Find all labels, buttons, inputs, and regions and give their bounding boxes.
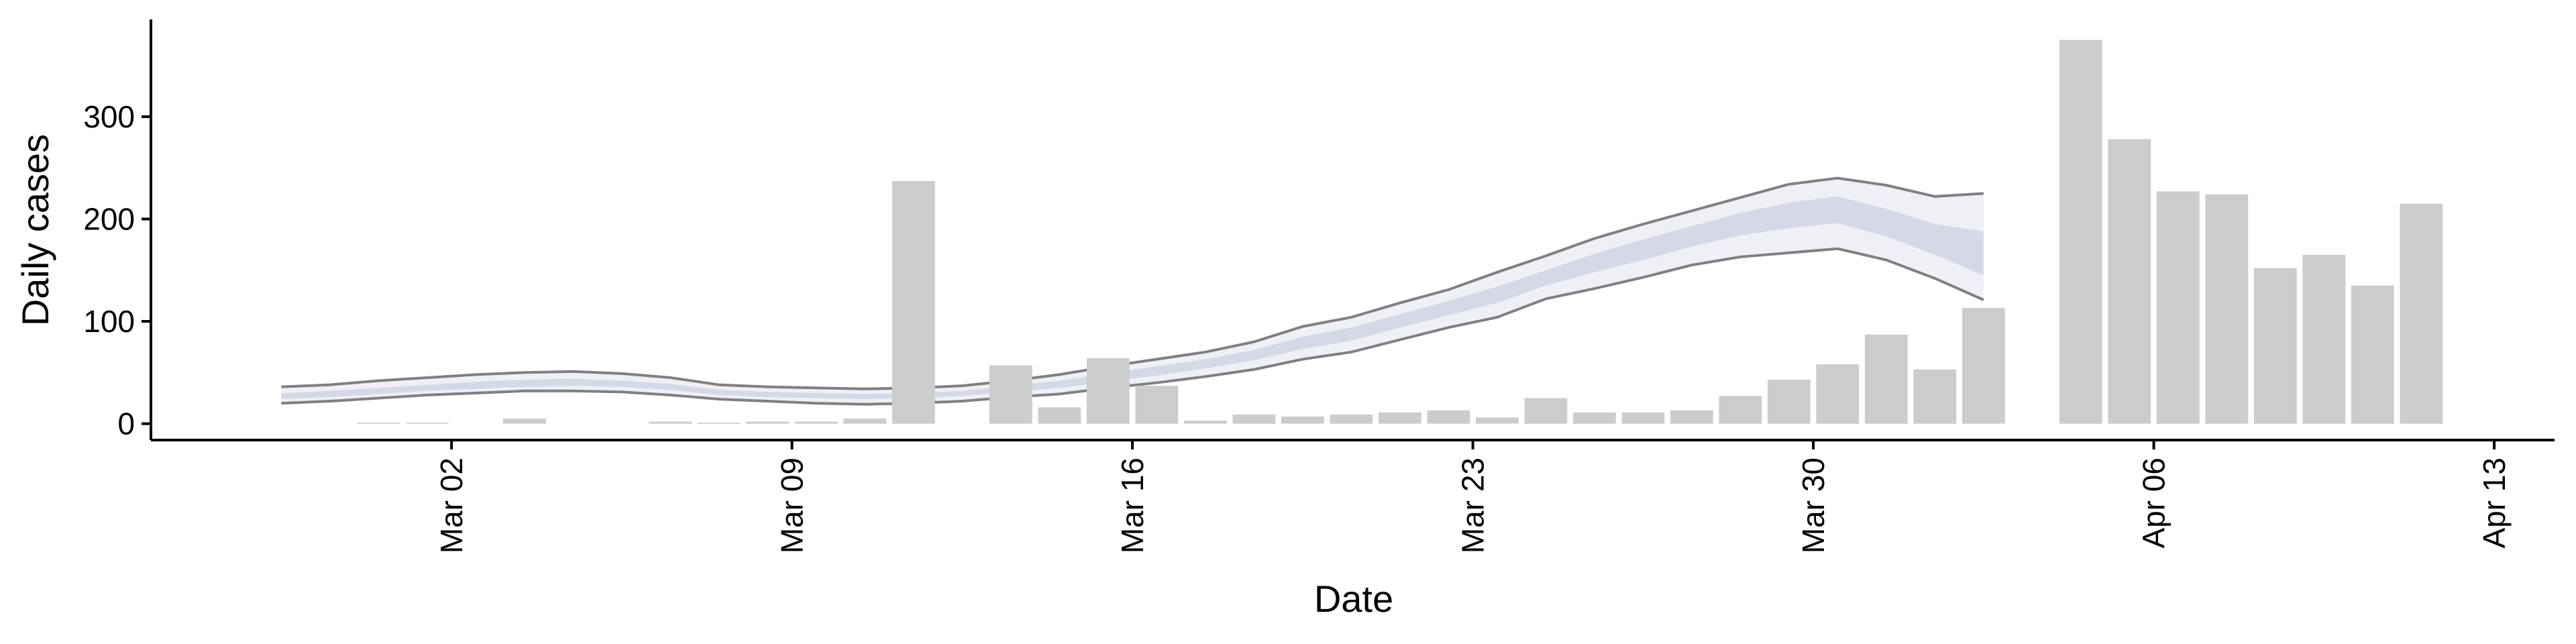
x-tick-label: Mar 23	[1456, 458, 1491, 553]
bar	[2059, 40, 2102, 424]
bar	[502, 418, 546, 424]
bar	[2205, 194, 2249, 424]
band-line	[281, 176, 1984, 390]
bar	[405, 423, 449, 424]
bar	[1330, 414, 1373, 424]
bar	[1621, 412, 1665, 424]
bar	[2400, 203, 2443, 424]
bar	[1232, 414, 1276, 424]
bar	[892, 181, 935, 424]
bar	[1670, 410, 1713, 424]
bar	[1281, 416, 1324, 424]
x-axis-title: Date	[1314, 578, 1393, 620]
bar	[1719, 396, 1762, 424]
bar	[357, 423, 400, 424]
bar	[843, 418, 887, 424]
bar	[2302, 254, 2346, 424]
bar	[1913, 369, 1957, 424]
x-tick-label: Mar 16	[1115, 458, 1150, 553]
x-tick-label: Mar 09	[775, 458, 810, 553]
x-tick-label: Mar 30	[1796, 458, 1831, 553]
bar	[697, 423, 741, 424]
x-tick-label: Mar 02	[434, 458, 469, 553]
band-line	[281, 247, 1984, 406]
y-axis-title: Daily cases	[14, 134, 56, 326]
bar	[989, 365, 1032, 424]
bar	[746, 421, 790, 424]
y-tick-label: 0	[117, 407, 135, 441]
bar	[1135, 386, 1179, 424]
band	[281, 196, 1984, 399]
y-tick-label: 200	[83, 201, 135, 236]
bar	[1962, 308, 2005, 424]
bar	[1427, 410, 1470, 424]
bar	[1524, 398, 1568, 424]
bar	[1086, 358, 1130, 424]
x-tick-label: Apr 06	[2137, 458, 2171, 549]
bar	[794, 421, 838, 424]
bar	[1767, 379, 1811, 424]
bar	[1038, 407, 1081, 424]
bar	[1475, 417, 1519, 424]
bar	[2108, 139, 2151, 424]
bar	[1864, 334, 1908, 424]
bar	[1572, 412, 1616, 424]
bar	[1816, 364, 1860, 424]
bar	[1378, 412, 1421, 424]
x-tick-label: Apr 13	[2477, 458, 2512, 549]
y-tick-label: 100	[83, 304, 135, 339]
bar	[2156, 191, 2200, 424]
bar	[649, 421, 692, 424]
y-tick-label: 300	[83, 99, 135, 134]
bar	[2351, 285, 2394, 424]
bar	[2253, 268, 2297, 424]
bar	[1183, 421, 1227, 424]
